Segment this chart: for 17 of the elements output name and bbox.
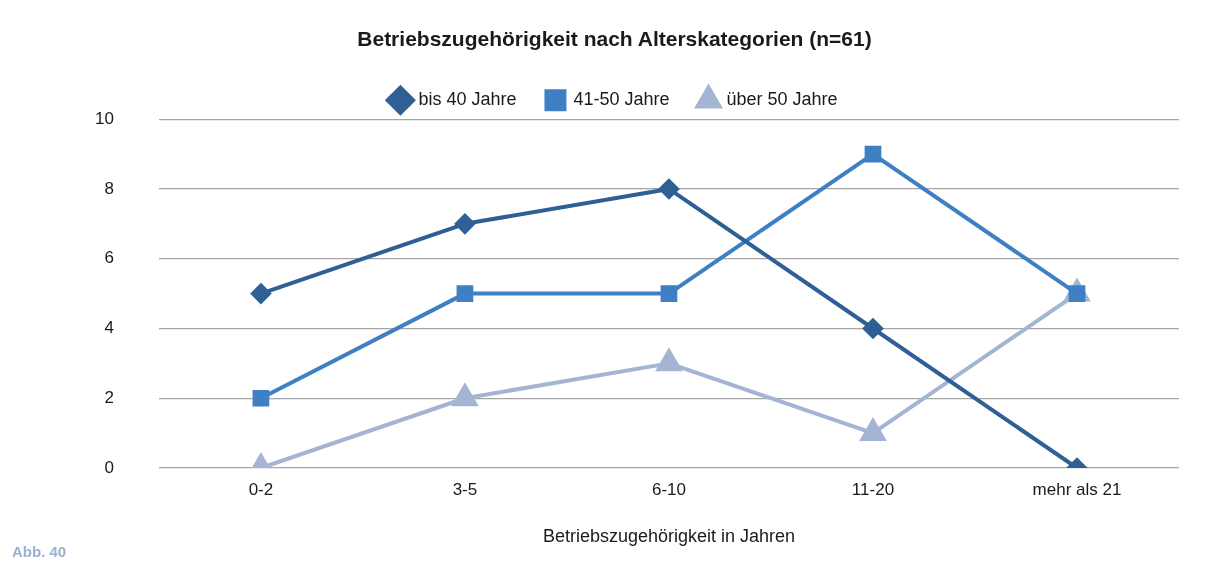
x-tick-label: 6-10 <box>651 479 686 499</box>
y-tick-label: 8 <box>104 178 114 198</box>
x-axis-title: Betriebszugehörigkeit in Jahren <box>542 526 796 547</box>
caption: Abb. 40 <box>12 542 67 560</box>
x-tick-label: 0-2 <box>248 479 274 499</box>
y-tick-label: 2 <box>104 387 114 407</box>
y-tick-label: 4 <box>104 318 114 338</box>
legend-label: bis 40 Jahre <box>418 89 517 110</box>
x-tick-label: 11-20 <box>851 479 895 499</box>
y-tick-label: 10 <box>94 108 114 128</box>
legend-label: 41-50 Jahre <box>573 89 670 110</box>
y-tick-label: 0 <box>104 457 114 477</box>
x-tick-label: 3-5 <box>452 479 478 499</box>
chart-title: Betriebszugehörigkeit nach Alterskategorien (n=61) <box>357 27 872 51</box>
x-tick-label: mehr als 21 <box>1032 479 1122 499</box>
y-tick-label: 6 <box>104 248 114 268</box>
legend-label: über 50 Jahre <box>726 89 838 110</box>
